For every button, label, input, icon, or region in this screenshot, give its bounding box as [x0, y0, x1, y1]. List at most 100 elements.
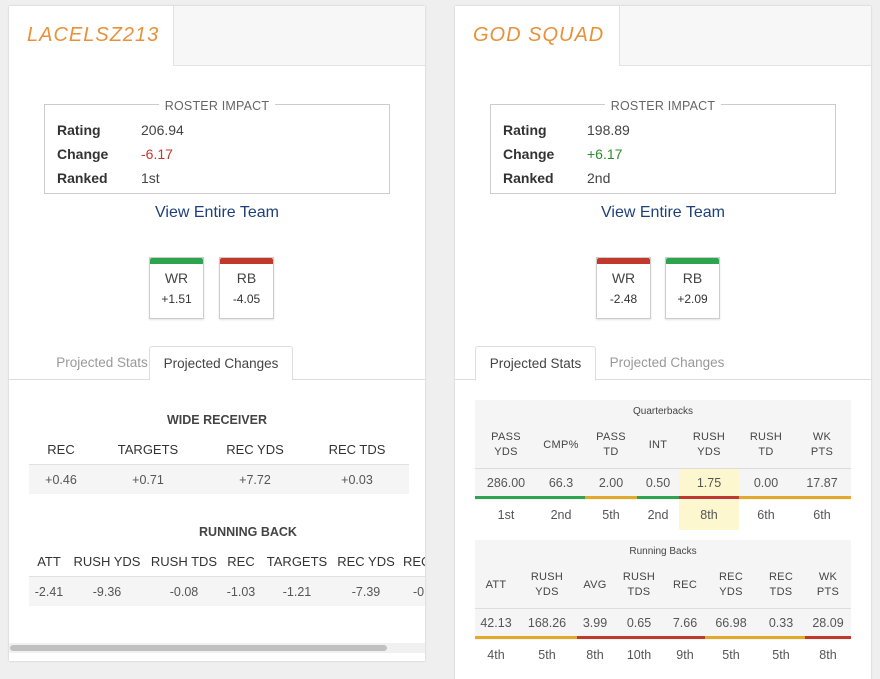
- col-header[interactable]: PASS YDS: [491, 431, 521, 458]
- rating-value: 206.94: [141, 122, 184, 138]
- col-header: REC: [403, 554, 425, 569]
- table-title: Running Backs: [629, 546, 697, 557]
- roster-impact-box: ROSTER IMPACT Rating 206.94 Change -6.17…: [44, 99, 390, 194]
- stat-rank: 6th: [813, 508, 831, 522]
- col-header: REC: [47, 442, 75, 457]
- col-header[interactable]: RUSH YDS: [692, 431, 726, 458]
- col-header[interactable]: INT: [648, 439, 668, 451]
- rank-indicator-bar: [475, 496, 537, 499]
- view-entire-team-link[interactable]: View Entire Team: [155, 204, 279, 221]
- rank-indicator-bar: [475, 636, 517, 639]
- col-header[interactable]: RUSH TDS: [622, 571, 656, 598]
- horizontal-scrollbar[interactable]: [9, 643, 425, 653]
- table-row: 4th 5th 8th 10th 9th 5th 5th 8th: [475, 640, 851, 670]
- stat-value: 2.00: [585, 469, 637, 499]
- table-row: 42.13 168.26 3.99 0.65 7.66 66.98 0.33 28.09: [475, 608, 851, 639]
- col-header[interactable]: PASS TD: [596, 431, 626, 458]
- stat-rank: 10th: [626, 648, 652, 662]
- col-header[interactable]: ATT: [485, 579, 507, 591]
- roster-impact-box: ROSTER IMPACT Rating 198.89 Change +6.17…: [490, 99, 836, 194]
- status-bar: [220, 258, 273, 264]
- col-header: RUSH TDS: [150, 554, 218, 569]
- stat-rank: 6th: [757, 508, 775, 522]
- col-header[interactable]: WK PTS: [810, 431, 834, 458]
- col-header[interactable]: REC TDS: [768, 571, 794, 598]
- stat-value: 168.26: [517, 609, 577, 639]
- team-panel-left: LACELSZ213 ROSTER IMPACT Rating 206.94 C…: [9, 6, 425, 661]
- tab-projected-stats[interactable]: Projected Stats: [475, 346, 596, 381]
- col-header: REC TDS: [328, 442, 386, 457]
- status-bar: [597, 258, 650, 264]
- status-bar: [150, 258, 203, 264]
- col-header: RUSH YDS: [73, 554, 141, 569]
- stat-rank: 2nd: [647, 508, 669, 522]
- rank-indicator-bar: [805, 636, 851, 639]
- running-backs-table: Running Backs ATT RUSH YDS AVG RUSH TDS REC REC…: [475, 540, 851, 670]
- stat-value: 0.50: [637, 469, 679, 499]
- table-row: -2.41 -9.36 -0.08 -1.03 -1.21 -7.39 -0: [29, 576, 425, 606]
- rank-indicator-bar: [613, 636, 665, 639]
- stat-value: 42.13: [475, 609, 517, 639]
- tab-projected-changes[interactable]: Projected Changes: [609, 355, 725, 370]
- col-header[interactable]: RUSH TD: [749, 431, 783, 458]
- position-card-rb[interactable]: RB -4.05: [219, 257, 274, 319]
- stat-value: 0.00: [739, 469, 793, 499]
- col-header: TARGETS: [266, 554, 328, 569]
- projected-changes-content: WIDE RECEIVER REC TARGETS REC YDS REC TD…: [9, 380, 425, 661]
- rank-indicator-bar: [705, 636, 757, 639]
- col-header: TARGETS: [117, 442, 179, 457]
- stat-rank: 5th: [538, 648, 556, 662]
- wide-receiver-title: WIDE RECEIVER: [166, 413, 267, 427]
- col-header[interactable]: AVG: [583, 579, 607, 591]
- position-card-wr[interactable]: WR +1.51: [149, 257, 204, 319]
- rank-indicator-bar: [757, 636, 805, 639]
- table-title: Quarterbacks: [632, 406, 694, 417]
- rank-indicator-bar: [665, 636, 705, 639]
- stat-value: 28.09: [805, 609, 851, 639]
- stat-rank: 5th: [602, 508, 620, 522]
- rank-indicator-bar: [577, 636, 613, 639]
- table-row: 286.00 66.3 2.00 0.50 1.75 0.00 17.87: [475, 468, 851, 499]
- col-header[interactable]: CMP%: [543, 439, 579, 451]
- roster-impact-title: ROSTER IMPACT: [45, 97, 389, 115]
- stat-value: 0.65: [613, 609, 665, 639]
- position-card-rb[interactable]: RB +2.09: [665, 257, 720, 319]
- stat-rank: 8th: [819, 648, 837, 662]
- rank-indicator-bar: [679, 496, 739, 499]
- stat-value: 17.87: [793, 469, 851, 499]
- stats-tabs: Projected Stats Projected Changes: [455, 346, 871, 381]
- team-name: GOD SQUAD: [455, 6, 620, 66]
- table-row: 1st 2nd 5th 2nd 8th 6th 6th: [475, 500, 851, 530]
- col-header: REC: [227, 554, 255, 569]
- stat-value: 7.66: [665, 609, 705, 639]
- panel-header: LACELSZ213: [9, 6, 425, 66]
- col-header[interactable]: RUSH YDS: [530, 571, 564, 598]
- scrollbar-thumb[interactable]: [10, 645, 387, 651]
- position-card-wr[interactable]: WR -2.48: [596, 257, 651, 319]
- stat-rank: 4th: [487, 648, 505, 662]
- tab-projected-stats[interactable]: Projected Stats: [56, 355, 148, 370]
- col-header[interactable]: REC: [672, 579, 698, 591]
- rank-indicator-bar: [637, 496, 679, 499]
- col-header: REC YDS: [337, 554, 395, 569]
- rating-value: 198.89: [587, 122, 630, 138]
- stat-value: 66.98: [705, 609, 757, 639]
- stat-value: 3.99: [577, 609, 613, 639]
- stat-value: 66.3: [537, 469, 585, 499]
- rank-indicator-bar: [517, 636, 577, 639]
- col-header: REC YDS: [226, 442, 284, 457]
- rank-indicator-bar: [537, 496, 585, 499]
- stat-rank: 1st: [497, 508, 515, 522]
- ranked-value: 2nd: [587, 170, 611, 186]
- rank-indicator-bar: [793, 496, 851, 499]
- stat-rank: 5th: [772, 648, 790, 662]
- col-header[interactable]: REC YDS: [718, 571, 744, 598]
- table-row: +0.46 +0.71 +7.72 +0.03: [29, 464, 409, 494]
- view-entire-team-link[interactable]: View Entire Team: [601, 204, 725, 221]
- stat-rank: 2nd: [550, 508, 572, 522]
- col-header[interactable]: WK PTS: [816, 571, 840, 598]
- tab-projected-changes[interactable]: Projected Changes: [149, 346, 293, 381]
- rank-indicator-bar: [739, 496, 793, 499]
- team-panel-right: GOD SQUAD ROSTER IMPACT Rating 198.89 Ch…: [455, 6, 871, 679]
- quarterbacks-table: Quarterbacks PASS YDS CMP% PASS TD INT RUSH YDS…: [475, 400, 851, 530]
